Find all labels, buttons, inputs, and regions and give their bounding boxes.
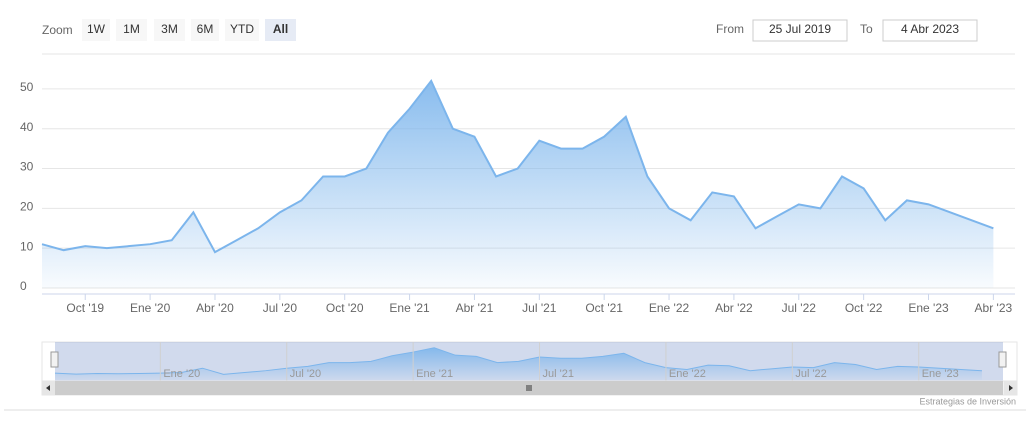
zoom-label: Zoom [42,23,73,37]
x-tick-label: Oct '21 [585,301,623,315]
x-tick-label: Abr '21 [456,301,494,315]
navigator-tick-label: Ene '20 [163,368,200,380]
from-label: From [716,22,744,36]
handle-right[interactable] [998,351,1007,368]
credits: Estrategias de Inversión [919,396,1016,406]
zoom-button-label: All [273,22,288,36]
zoom-button[interactable] [82,19,110,41]
from-input[interactable] [752,19,848,42]
x-tick-label: Ene '21 [389,301,430,315]
zoom-button[interactable] [225,19,259,41]
y-tick-label: 40 [20,120,34,134]
zoom-button-label: 1M [123,22,140,36]
scroll-grip [526,385,532,391]
series-line [41,78,994,254]
zoom-button-label: YTD [230,22,254,36]
x-tick-label: Abr '22 [715,301,753,315]
to-label: To [860,22,873,36]
series-area [42,80,994,289]
zoom-button-label: 3M [161,22,178,36]
navigator-tick-label: Ene '21 [416,368,453,380]
x-tick-label: Ene '20 [130,301,171,315]
y-tick-label: 0 [20,279,27,293]
navigator-tick-label: Jul '21 [543,368,574,380]
y-tick-label: 10 [20,239,34,253]
zoom-button[interactable] [116,19,147,41]
x-tick-label: Ene '22 [649,301,690,315]
from-date: 25 Jul 2019 [769,22,831,36]
x-tick-label: Oct '19 [66,301,104,315]
zoom-button[interactable] [154,19,185,41]
zoom-button-label: 1W [87,22,106,36]
y-tick-label: 50 [20,80,34,94]
x-tick-label: Oct '20 [326,301,364,315]
x-tick-label: Abr '20 [196,301,234,315]
x-tick-label: Jul '21 [522,301,557,315]
navigator-tick-label: Ene '23 [922,368,959,380]
to-date: 4 Abr 2023 [901,22,959,36]
navigator-tick-label: Jul '22 [795,368,826,380]
to-input[interactable] [882,19,978,42]
y-tick-label: 20 [20,200,34,214]
arrow-right [1009,385,1013,391]
x-tick-label: Ene '23 [908,301,949,315]
zoom-button[interactable] [265,19,296,41]
x-tick-label: Jul '20 [263,301,298,315]
navigator-tick-label: Jul '20 [290,368,321,380]
zoom-button[interactable] [191,19,219,41]
y-tick-label: 30 [20,160,34,174]
navigator-line [54,347,982,375]
x-tick-label: Jul '22 [782,301,817,315]
zoom-button-label: 6M [197,22,214,36]
handle-left[interactable] [50,351,59,368]
x-tick-label: Oct '22 [845,301,883,315]
x-tick-label: Abr '23 [975,301,1013,315]
arrow-left [46,385,50,391]
navigator-tick-label: Ene '22 [669,368,706,380]
